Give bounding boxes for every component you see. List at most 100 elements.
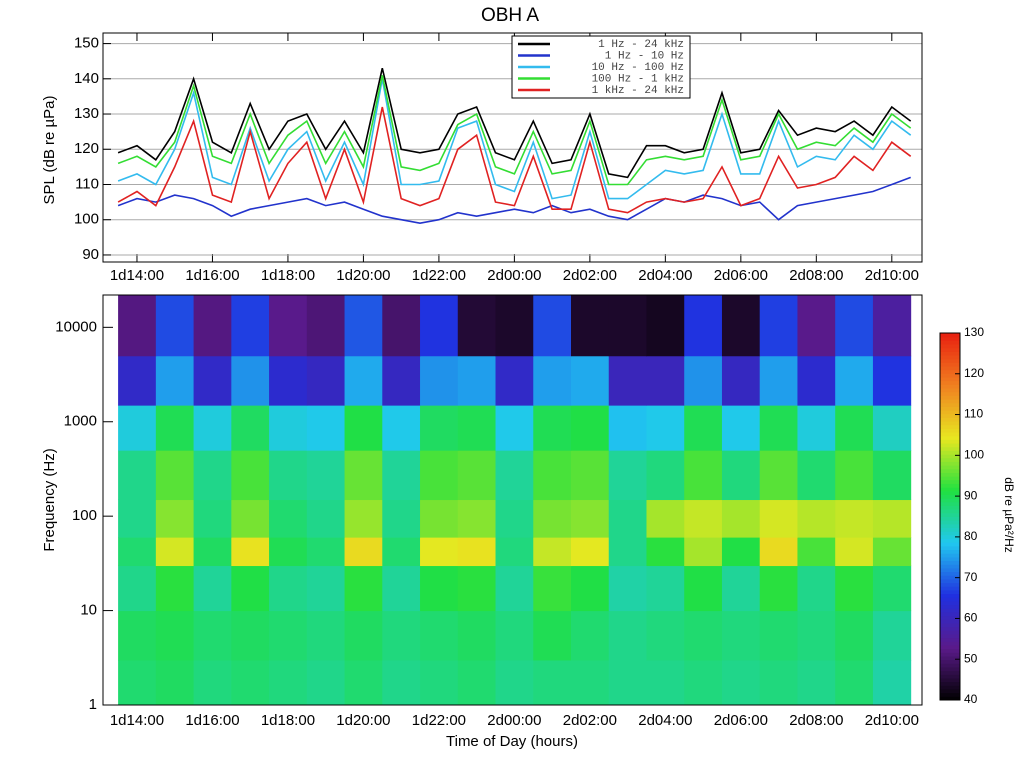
- heat-cell: [646, 450, 685, 501]
- heat-cell: [155, 537, 195, 567]
- heat-cell: [872, 355, 912, 406]
- colorbar-step: [940, 424, 960, 429]
- heat-cell: [608, 295, 647, 357]
- colorbar-step: [940, 428, 960, 433]
- y-tick-label: 130: [74, 105, 99, 122]
- heat-cell: [872, 405, 912, 451]
- heat-cell: [306, 499, 346, 538]
- series-line: [117, 78, 912, 200]
- y-tick-label: 1000: [64, 413, 97, 430]
- colorbar-tick-label: 110: [964, 407, 983, 421]
- heat-cell: [457, 499, 497, 538]
- heat-cell: [797, 499, 836, 538]
- heat-cell: [155, 355, 195, 406]
- colorbar-step: [940, 670, 960, 675]
- heat-cell: [721, 565, 761, 612]
- heat-cell: [872, 659, 912, 706]
- colorbar-step: [940, 476, 960, 481]
- x-axis-label: Time of Day (hours): [446, 733, 578, 750]
- heat-cell: [269, 405, 308, 451]
- x-tick-label: 2d06:00: [714, 267, 768, 284]
- colorbar-step: [940, 377, 960, 382]
- heat-cell: [646, 537, 685, 567]
- heat-cell: [193, 659, 232, 706]
- colorbar-step: [940, 443, 960, 448]
- colorbar-step: [940, 696, 960, 701]
- x-tick-label: 1d16:00: [185, 712, 239, 729]
- heat-cell: [571, 450, 610, 501]
- heat-cell: [646, 659, 685, 706]
- heat-cell: [759, 499, 798, 538]
- colorbar-step: [940, 685, 960, 690]
- heat-cell: [684, 537, 723, 567]
- heat-cell: [269, 450, 308, 501]
- heat-cell: [533, 405, 572, 451]
- y-tick-label: 10: [80, 602, 97, 619]
- colorbar-step: [940, 399, 960, 404]
- colorbar-step: [940, 509, 960, 514]
- legend-label: 1 Hz - 24 kHz: [598, 39, 684, 51]
- colorbar-step: [940, 351, 960, 356]
- heat-cell: [533, 355, 572, 406]
- heat-cell: [231, 295, 270, 357]
- colorbar-step: [940, 663, 960, 668]
- heat-cell: [118, 295, 157, 357]
- heat-cell: [571, 659, 610, 706]
- colorbar-step: [940, 560, 960, 565]
- heat-cell: [231, 405, 270, 451]
- heat-cell: [193, 499, 232, 538]
- heat-cell: [759, 295, 798, 357]
- heat-cell: [155, 499, 195, 538]
- colorbar-step: [940, 384, 960, 389]
- heat-cell: [118, 610, 157, 661]
- heat-cell: [420, 537, 459, 567]
- x-tick-label: 2d04:00: [638, 712, 692, 729]
- colorbar-step: [940, 659, 960, 664]
- heat-cell: [231, 659, 270, 706]
- heat-cell: [193, 405, 232, 451]
- colorbar-step: [940, 388, 960, 393]
- heat-cell: [420, 610, 459, 661]
- heat-cell: [269, 295, 308, 357]
- heat-cell: [344, 659, 383, 706]
- heat-cell: [231, 537, 270, 567]
- heat-cell: [382, 355, 421, 406]
- heat-cell: [721, 659, 761, 706]
- heat-cell: [306, 537, 346, 567]
- colorbar-step: [940, 358, 960, 363]
- heat-cell: [721, 295, 761, 357]
- colorbar-step: [940, 501, 960, 506]
- heat-cell: [344, 537, 383, 567]
- heat-cell: [344, 565, 383, 612]
- heat-cell: [533, 537, 572, 567]
- colorbar-step: [940, 402, 960, 407]
- colorbar-step: [940, 688, 960, 694]
- colorbar-step: [940, 549, 960, 554]
- colorbar-step: [940, 391, 960, 396]
- heat-cell: [835, 610, 874, 661]
- heat-cell: [835, 565, 874, 612]
- x-tick-label: 1d20:00: [336, 267, 390, 284]
- chart-title: OBH A: [481, 5, 539, 26]
- heat-cell: [155, 659, 195, 706]
- colorbar-step: [940, 421, 960, 426]
- heat-cell: [797, 295, 836, 357]
- heat-cell: [646, 295, 685, 357]
- colorbar-step: [940, 465, 960, 470]
- heat-cell: [835, 405, 874, 451]
- colorbar-step: [940, 347, 960, 352]
- heat-cell: [797, 450, 836, 501]
- heat-cell: [872, 565, 912, 612]
- heat-cell: [344, 610, 383, 661]
- heat-cell: [457, 450, 497, 501]
- heat-cell: [835, 450, 874, 501]
- colorbar-step: [940, 655, 960, 661]
- colorbar-step: [940, 582, 960, 587]
- heat-cell: [872, 295, 912, 357]
- colorbar-step: [940, 622, 960, 628]
- heat-cell: [457, 405, 497, 451]
- colorbar-label: dB re µPa²/Hz: [1002, 477, 1016, 553]
- heat-cell: [835, 295, 874, 357]
- colorbar-step: [940, 677, 960, 683]
